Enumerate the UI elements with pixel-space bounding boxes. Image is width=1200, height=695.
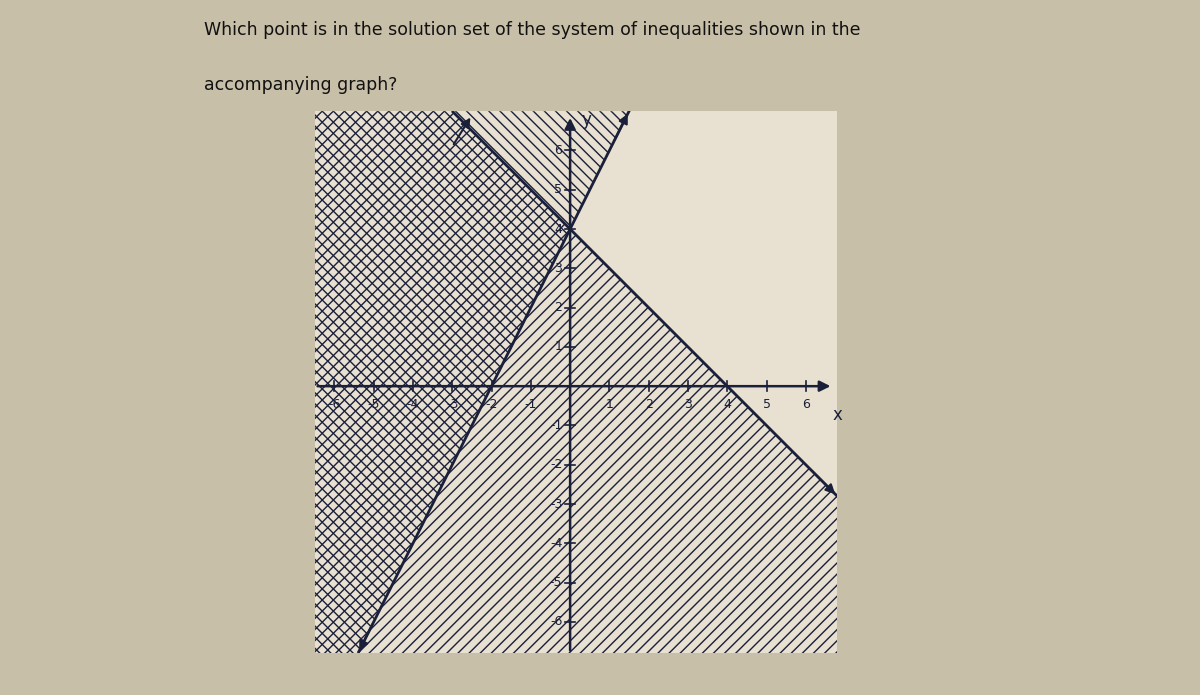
Text: 5: 5 [762, 398, 770, 411]
Text: 2: 2 [554, 301, 563, 314]
Text: Which point is in the solution set of the system of inequalities shown in the: Which point is in the solution set of th… [204, 21, 860, 39]
Text: 1: 1 [606, 398, 613, 411]
Text: -6: -6 [329, 398, 341, 411]
Text: -2: -2 [550, 458, 563, 471]
Text: 1: 1 [554, 341, 563, 353]
Text: accompanying graph?: accompanying graph? [204, 76, 397, 95]
Text: 4: 4 [554, 222, 563, 236]
Text: 2: 2 [644, 398, 653, 411]
Text: -1: -1 [550, 419, 563, 432]
Text: 3: 3 [684, 398, 692, 411]
Text: 5: 5 [554, 183, 563, 196]
Text: 4: 4 [724, 398, 731, 411]
Text: 6: 6 [554, 144, 563, 157]
Text: -3: -3 [446, 398, 458, 411]
Text: -2: -2 [485, 398, 498, 411]
Text: -4: -4 [550, 537, 563, 550]
Text: x: x [833, 406, 842, 424]
Text: 3: 3 [554, 262, 563, 275]
Text: -1: -1 [524, 398, 538, 411]
Text: -4: -4 [407, 398, 419, 411]
Text: y: y [582, 111, 592, 129]
Text: 6: 6 [802, 398, 810, 411]
Text: -5: -5 [367, 398, 380, 411]
Text: -6: -6 [550, 615, 563, 628]
Text: -3: -3 [550, 498, 563, 511]
Text: -5: -5 [550, 576, 563, 589]
